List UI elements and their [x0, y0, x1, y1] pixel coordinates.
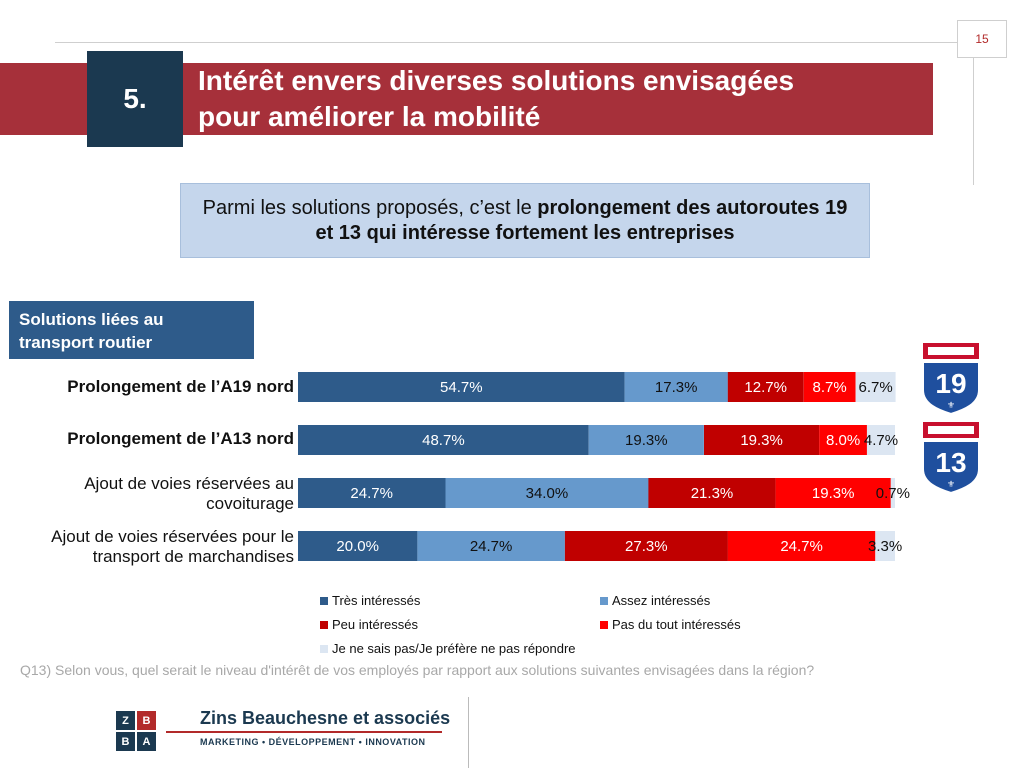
shield-number: 13 — [935, 447, 966, 478]
section-label-line2: transport routier — [19, 333, 153, 352]
bar-segment — [417, 531, 565, 561]
legend-label: Assez intéressés — [612, 593, 711, 608]
company-tagline: MARKETING • DÉVELOPPEMENT • INNOVATION — [200, 737, 426, 747]
right-rule — [973, 55, 974, 185]
bar-segment — [727, 531, 876, 561]
survey-question: Q13) Selon vous, quel serait le niveau d… — [20, 662, 815, 678]
data-label: 20.0% — [336, 538, 379, 555]
legend-swatch — [320, 596, 328, 605]
row-label-a13: Prolongement de l’A13 nord — [67, 429, 294, 449]
data-label: 24.7% — [780, 538, 823, 555]
bar-segment — [890, 478, 895, 508]
data-label: 8.7% — [812, 379, 846, 396]
legend-item: Peu intéressés — [320, 617, 418, 632]
svg-text:⚜: ⚜ — [947, 480, 955, 490]
footer-divider — [468, 697, 469, 768]
legend-swatch — [320, 644, 328, 653]
legend-swatch — [320, 620, 328, 629]
shield-number: 19 — [935, 368, 966, 399]
callout-text: Parmi les solutions proposés, c’est le — [202, 196, 538, 219]
row-label-line: Prolongement de l’A13 nord — [67, 429, 294, 448]
bar-segment — [298, 531, 418, 561]
legend-label: Très intéressés — [332, 593, 421, 608]
data-label: 34.0% — [526, 485, 569, 502]
bar-segment — [819, 425, 867, 455]
bar-segment — [298, 478, 446, 508]
row-label-line: Ajout de voies réservées pour le — [51, 527, 294, 546]
highway-13-shield-icon: 13 ⚜ — [921, 420, 981, 495]
data-label: 24.7% — [350, 485, 393, 502]
page-title-line2: pour améliorer la mobilité — [198, 101, 541, 132]
logo-letter: Z — [116, 711, 135, 730]
logo-letter: B — [137, 711, 156, 730]
legend-item: Je ne sais pas/Je préfère ne pas répondr… — [320, 641, 576, 656]
page-title: Intérêt envers diverses solutions envisa… — [198, 63, 918, 135]
row-label-line: Prolongement de l’A19 nord — [67, 377, 294, 396]
data-label: 4.7% — [864, 432, 898, 449]
bar-segment — [445, 478, 649, 508]
legend-item: Très intéressés — [320, 593, 420, 608]
data-label: 19.3% — [625, 432, 668, 449]
bar-segment — [875, 531, 895, 561]
logo-letter: B — [116, 732, 135, 751]
legend-item: Pas du tout intéressés — [600, 617, 741, 632]
data-label: 19.3% — [740, 432, 783, 449]
bar-segment — [298, 425, 589, 455]
section-label: Solutions liées au transport routier — [9, 301, 254, 359]
data-label: 8.0% — [826, 432, 860, 449]
data-label: 0.7% — [876, 485, 910, 502]
data-label: 19.3% — [812, 485, 855, 502]
section-number: 5. — [87, 51, 183, 147]
bar-segment — [855, 372, 896, 402]
data-label: 12.7% — [744, 379, 787, 396]
page-number: 15 — [957, 20, 1007, 58]
row-label-marchandises: Ajout de voies réservées pour le transpo… — [51, 527, 294, 567]
bar-segment — [624, 372, 728, 402]
legend-item: Assez intéressés — [600, 593, 710, 608]
bar-segment — [588, 425, 704, 455]
section-label-line1: Solutions liées au — [19, 310, 164, 329]
legend-swatch — [600, 596, 608, 605]
row-label-line: Ajout de voies réservées au — [84, 474, 294, 493]
top-rule — [55, 42, 973, 43]
bar-segment — [564, 531, 728, 561]
data-label: 54.7% — [440, 379, 483, 396]
bar-segment — [775, 478, 891, 508]
data-label: 3.3% — [868, 538, 902, 555]
bar-segment — [727, 372, 804, 402]
data-label: 17.3% — [655, 379, 698, 396]
row-label-line: covoiturage — [206, 494, 294, 513]
bar-segment — [803, 372, 856, 402]
logo-rule — [166, 731, 442, 733]
bar-segment — [704, 425, 820, 455]
key-finding-callout: Parmi les solutions proposés, c’est le p… — [180, 183, 870, 258]
data-label: 21.3% — [691, 485, 734, 502]
legend-label: Peu intéressés — [332, 617, 418, 632]
legend-swatch — [600, 620, 608, 629]
row-label-covoiturage: Ajout de voies réservées au covoiturage — [84, 474, 294, 514]
page-title-line1: Intérêt envers diverses solutions envisa… — [198, 65, 795, 96]
row-label-line: transport de marchandises — [92, 547, 294, 566]
row-label-a19: Prolongement de l’A19 nord — [67, 377, 294, 397]
data-label: 27.3% — [625, 538, 668, 555]
callout-bold-text: prolongement des autoroutes 19 et 13 qui… — [315, 196, 848, 244]
bar-segment — [298, 372, 625, 402]
legend-label: Pas du tout intéressés — [612, 617, 741, 632]
company-name: Zins Beauchesne et associés — [200, 708, 451, 728]
logo-letter: A — [137, 732, 156, 751]
svg-text:⚜: ⚜ — [947, 401, 955, 411]
bar-segment — [648, 478, 776, 508]
data-label: 48.7% — [422, 432, 465, 449]
bar-segment — [866, 425, 895, 455]
legend-label: Je ne sais pas/Je préfère ne pas répondr… — [332, 641, 576, 656]
data-label: 6.7% — [858, 379, 892, 396]
data-label: 24.7% — [470, 538, 513, 555]
highway-19-shield-icon: 19 ⚜ — [921, 341, 981, 416]
zba-logo-icon: Z B B A — [116, 711, 156, 751]
